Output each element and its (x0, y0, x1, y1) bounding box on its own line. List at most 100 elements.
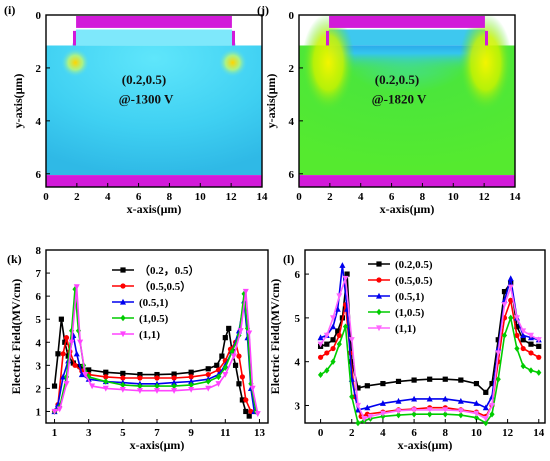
y-tick-label: 6 (36, 291, 42, 303)
data-point (336, 293, 343, 300)
bottom-contact (299, 175, 515, 187)
legend-label: （0.2，0.5） (139, 264, 200, 277)
panel-label: (i) (4, 3, 15, 17)
data-point (342, 323, 349, 330)
data-point (355, 385, 361, 391)
data-point (215, 381, 222, 387)
data-point (239, 374, 245, 380)
data-point (379, 400, 386, 406)
legend-label: (1,0.5) (139, 313, 169, 325)
data-point (395, 411, 402, 419)
data-point (395, 378, 402, 384)
x-tick-label: 14 (510, 191, 522, 203)
x-tick-label: 8 (167, 191, 173, 203)
data-point (188, 374, 194, 380)
data-point (171, 382, 177, 390)
x-tick-label: 2 (74, 191, 80, 203)
panel-label: (l) (283, 252, 294, 266)
data-point (482, 404, 489, 411)
x-tick-label: 2 (349, 427, 355, 439)
data-point (411, 395, 418, 402)
x-tick-label: 13 (254, 427, 266, 439)
x-tick-label: 7 (154, 427, 160, 439)
x-tick-label: 8 (420, 191, 426, 203)
y-tick-label: 4 (295, 357, 301, 369)
data-point (427, 376, 433, 382)
data-point (324, 350, 330, 356)
data-point (51, 383, 58, 389)
data-point (489, 402, 496, 409)
data-point (205, 366, 211, 372)
legend-label: (0.2,0.5) (395, 259, 433, 271)
data-point (508, 314, 514, 322)
data-point (73, 350, 80, 357)
y-axis-label: y-axis(μm) (11, 74, 25, 129)
data-point (215, 373, 222, 381)
data-point (232, 362, 239, 368)
data-point (56, 406, 63, 413)
data-point (349, 393, 355, 400)
x-tick-label: 8 (443, 427, 449, 439)
data-point (483, 389, 489, 395)
data-point (528, 350, 534, 356)
data-point (520, 332, 527, 339)
hotspot-right (459, 13, 513, 113)
data-point (103, 378, 109, 385)
series-3 (317, 314, 542, 427)
data-point (243, 408, 249, 415)
annotation-line-2: @-1820 V (372, 92, 427, 107)
data-point (355, 419, 361, 427)
data-point (317, 334, 324, 341)
hotspot-left (301, 13, 355, 113)
data-point (495, 376, 501, 383)
data-point (442, 411, 448, 418)
data-point (330, 315, 337, 322)
data-point (348, 337, 355, 343)
data-point (222, 335, 228, 341)
legend-label: (0.5,1) (395, 291, 425, 303)
legend-label: (0.5,1) (139, 297, 169, 309)
x-axis-label: x-axis(μm) (380, 202, 435, 216)
annotation-line-1: (0.2,0.5) (375, 72, 419, 87)
data-point (501, 302, 508, 308)
data-point (73, 284, 80, 291)
data-point (520, 345, 526, 352)
data-point (501, 289, 508, 295)
data-point (136, 388, 143, 394)
data-point (137, 371, 143, 378)
data-point (427, 411, 433, 418)
x-tick-label: 11 (220, 427, 230, 439)
x-tick-label: 4 (380, 427, 386, 439)
data-point (249, 385, 256, 392)
data-point (137, 375, 143, 381)
data-point (507, 275, 514, 282)
data-point (171, 379, 178, 386)
y-tick-label: 4 (36, 337, 42, 349)
x-tick-label: 10 (195, 191, 207, 203)
data-point (154, 388, 160, 394)
line-chart-k: （0.2，0.5）（0.5,0.5）(0.5,1)(1,0.5)(1,1)1 3 5… (7, 245, 269, 452)
data-point (336, 332, 342, 339)
data-point (120, 331, 126, 338)
data-point (219, 353, 225, 359)
data-point (442, 395, 449, 402)
y-axis-label: y-axis(μm) (264, 74, 278, 129)
data-point (473, 400, 480, 406)
y-tick-label: 4 (36, 116, 42, 128)
data-point (473, 410, 480, 417)
data-point (60, 351, 66, 357)
data-point (342, 275, 349, 282)
legend-label: （0.5,0.5） (139, 280, 191, 293)
x-tick-label: 14 (533, 427, 545, 439)
data-point (457, 408, 464, 414)
data-point (120, 370, 126, 377)
y-tick-label: 6 (36, 169, 42, 181)
data-point (242, 288, 249, 295)
side-contact-right (232, 30, 235, 46)
x-axis-label: x-axis(μm) (398, 438, 453, 452)
hotspot-left (60, 48, 90, 78)
data-point (473, 414, 480, 421)
data-point (336, 340, 342, 348)
data-point (489, 411, 495, 418)
y-axis-label: Electric Field(MV/cm) (9, 279, 23, 395)
